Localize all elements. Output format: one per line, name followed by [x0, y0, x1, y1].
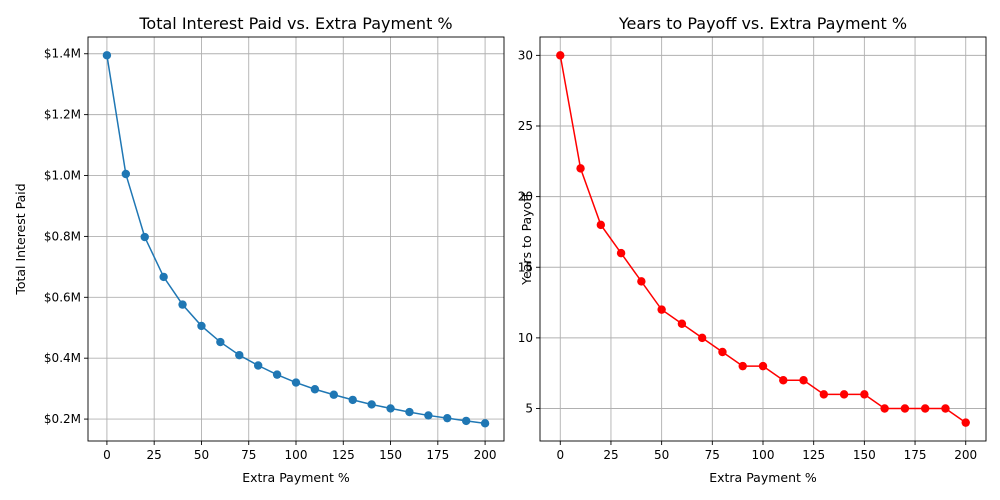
interest-data-point — [235, 350, 244, 360]
payoff-data-point — [596, 220, 606, 230]
interest-data-point — [178, 300, 187, 309]
payoff-data-point — [637, 277, 646, 286]
interest-data-point — [121, 169, 131, 179]
payoff-data-point — [677, 319, 687, 328]
x-tick-label: 200 — [954, 448, 977, 462]
y-tick-label: 30 — [518, 48, 533, 62]
interest-data-point — [480, 419, 490, 428]
payoff-chart-title: Years to Payoff vs. Extra Payment % — [618, 14, 907, 33]
y-tick-label: 10 — [518, 331, 533, 345]
payoff-data-point — [900, 404, 910, 413]
interest-data-point — [367, 400, 376, 409]
payoff-data-point — [880, 404, 889, 413]
payoff-data-point — [556, 51, 565, 60]
interest-x-axis-label: Extra Payment % — [242, 470, 350, 485]
payoff-data-point — [860, 390, 869, 399]
y-tick-label: $0.4M — [44, 351, 81, 365]
y-tick-label: $0.2M — [44, 412, 81, 426]
payoff-data-point — [616, 248, 626, 258]
y-tick-label: 15 — [518, 260, 533, 274]
payoff-data-point — [758, 361, 768, 371]
x-tick-label: 100 — [285, 448, 308, 462]
interest-chart: 0 25 50 75 100 125 150 175 200 $0.2M $0.4M $0.6M $0.… — [13, 14, 505, 485]
x-tick-label: 175 — [904, 448, 927, 462]
y-tick-label: 5 — [525, 402, 533, 416]
x-tick-label: 175 — [426, 448, 449, 462]
x-tick-label: 125 — [802, 448, 825, 462]
interest-data-point — [329, 390, 339, 399]
interest-data-point — [424, 411, 433, 420]
x-tick-label: 50 — [654, 448, 669, 462]
interest-data-point — [272, 370, 282, 379]
x-tick-label: 75 — [705, 448, 720, 462]
x-tick-label: 50 — [194, 448, 209, 462]
interest-grid — [88, 37, 504, 441]
payoff-data-point — [738, 361, 747, 371]
x-tick-label: 75 — [241, 448, 256, 462]
x-tick-label: 150 — [853, 448, 876, 462]
payoff-chart: 0 25 50 75 100 125 150 175 200 5 10 15 20 25 30 Years t… — [518, 14, 987, 485]
x-tick-label: 25 — [147, 448, 162, 462]
payoff-data-point — [961, 418, 970, 427]
x-tick-label: 0 — [556, 448, 564, 462]
x-tick-label: 125 — [332, 448, 355, 462]
x-tick-label: 25 — [603, 448, 618, 462]
interest-data-point — [140, 232, 149, 242]
interest-data-point — [405, 407, 414, 417]
payoff-data-point — [779, 376, 788, 385]
interest-data-point — [461, 416, 471, 426]
y-tick-label: 25 — [518, 119, 533, 133]
payoff-y-axis-label: Years to Payoff — [519, 193, 534, 286]
interest-data-point — [443, 413, 452, 423]
interest-data-point — [310, 385, 320, 394]
interest-data-point — [291, 378, 301, 387]
interest-data-point — [197, 321, 206, 331]
payoff-data-point — [819, 390, 829, 399]
y-tick-label: 20 — [518, 190, 533, 204]
y-tick-label: $1.2M — [44, 108, 81, 122]
y-tick-label: $1.0M — [44, 169, 81, 183]
interest-data-point — [102, 51, 112, 60]
payoff-data-point — [657, 305, 666, 314]
payoff-x-axis-label: Extra Payment % — [709, 470, 817, 485]
y-tick-label: $1.4M — [44, 47, 81, 61]
payoff-data-point — [799, 376, 808, 385]
interest-data-point — [159, 272, 168, 282]
interest-data-point — [216, 337, 225, 347]
payoff-data-point — [718, 347, 727, 357]
payoff-data-point — [941, 404, 950, 413]
x-tick-label: 0 — [103, 448, 111, 462]
interest-data-point — [348, 395, 357, 405]
interest-y-axis-label: Total Interest Paid — [13, 183, 28, 295]
payoff-data-point — [839, 390, 849, 399]
payoff-grid — [540, 37, 986, 441]
payoff-data-point — [576, 164, 585, 173]
x-tick-label: 100 — [752, 448, 775, 462]
payoff-data-point — [920, 404, 930, 413]
payoff-data-point — [697, 333, 707, 343]
interest-chart-title: Total Interest Paid vs. Extra Payment % — [138, 14, 452, 33]
y-tick-label: $0.6M — [44, 290, 81, 304]
x-tick-label: 200 — [474, 448, 497, 462]
x-tick-label: 150 — [379, 448, 402, 462]
y-tick-label: $0.8M — [44, 229, 81, 243]
interest-data-point — [253, 361, 263, 370]
interest-data-point — [386, 404, 395, 413]
